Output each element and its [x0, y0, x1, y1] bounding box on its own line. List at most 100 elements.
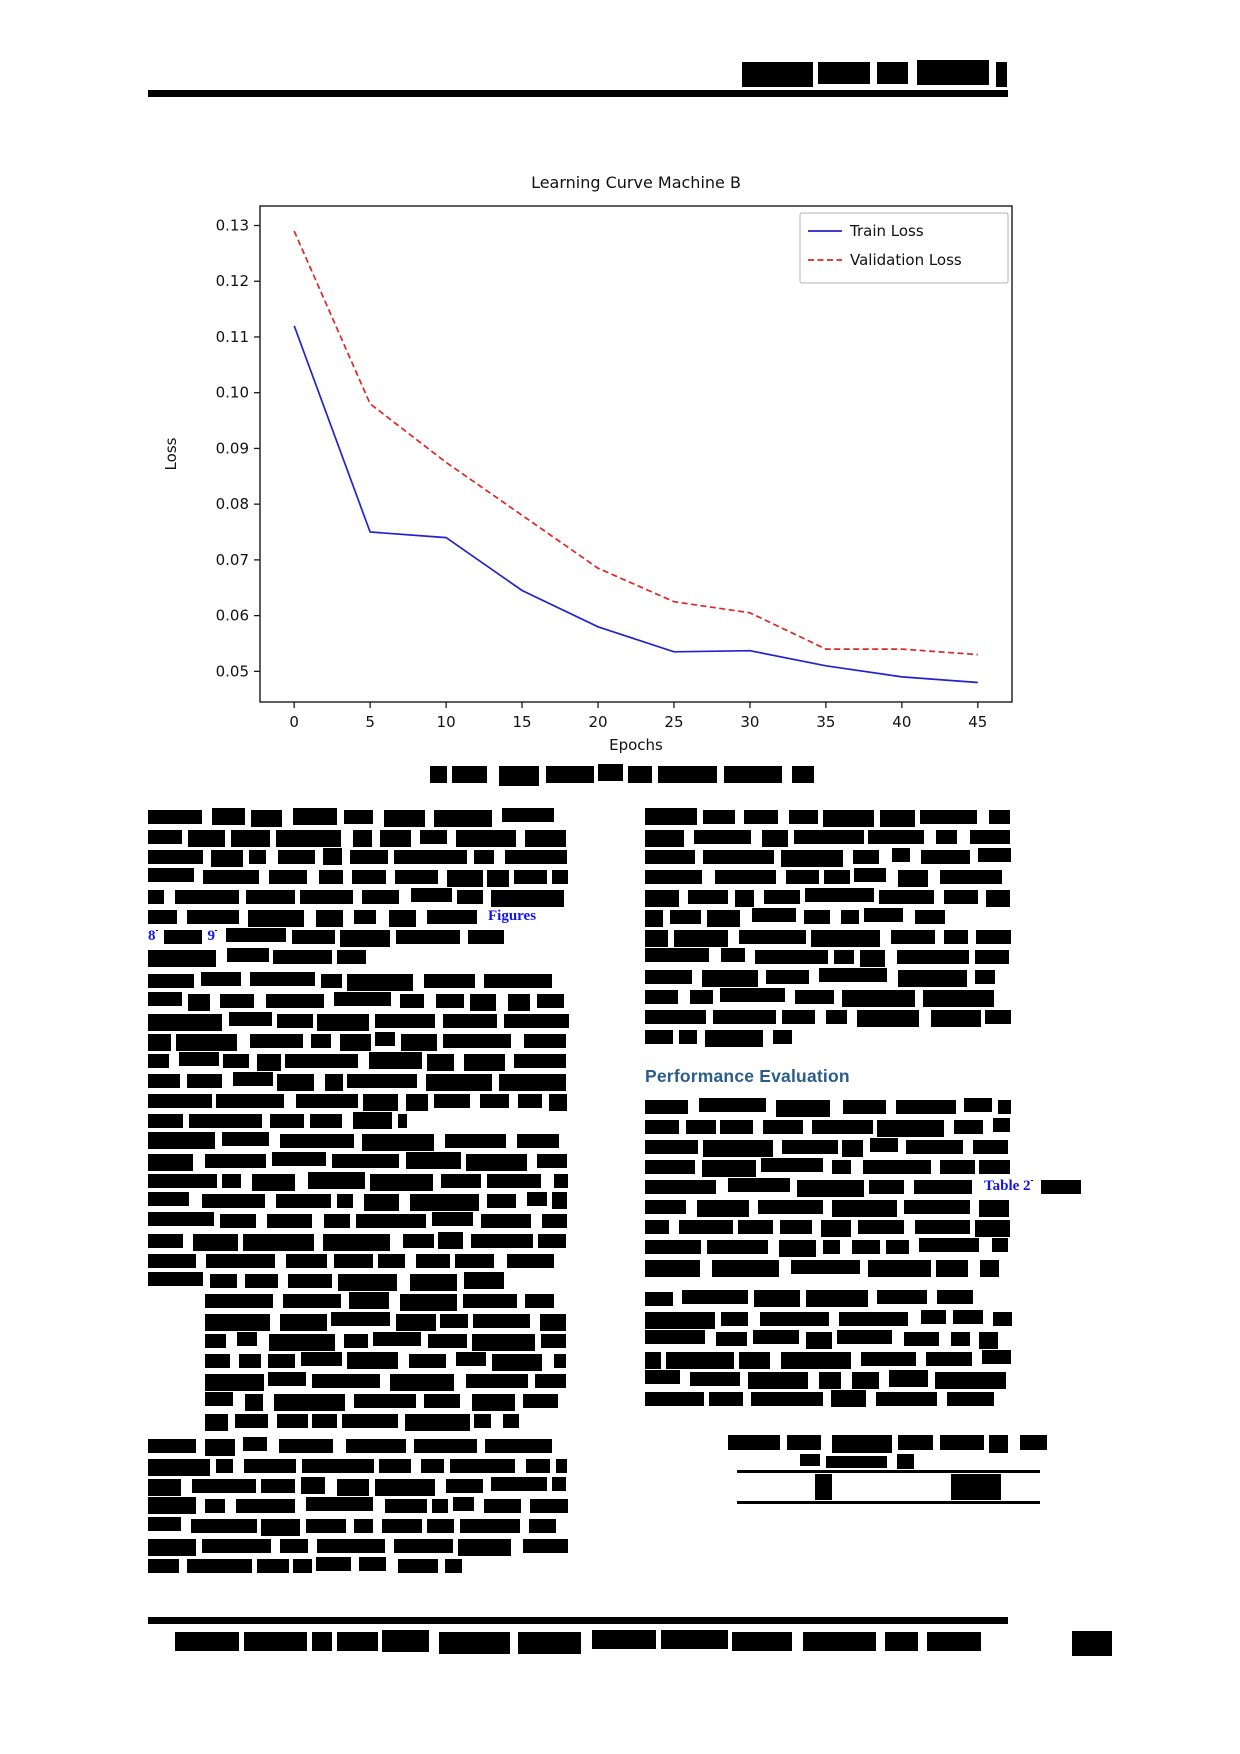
redacted-text-block — [542, 1214, 567, 1228]
redacted-text-block — [410, 1194, 479, 1211]
redacted-text-block — [541, 1334, 566, 1348]
redacted-text-block — [670, 910, 701, 924]
x-tick-label: 15 — [513, 713, 532, 731]
redacted-text-block — [468, 930, 504, 944]
redacted-text-block — [914, 1180, 972, 1194]
redacted-line — [148, 848, 567, 867]
table-rule-top — [737, 1470, 1040, 1473]
redacted-text-block — [953, 1310, 983, 1324]
redacted-text-block — [319, 870, 343, 884]
redacted-text-block — [286, 1254, 327, 1268]
redacted-text-block — [982, 1350, 1011, 1364]
redacted-line — [148, 808, 567, 827]
redacted-text-block — [645, 1160, 695, 1174]
redacted-text-block — [530, 1499, 568, 1513]
redacted-text-block — [535, 1374, 566, 1388]
redacted-line — [645, 1138, 1010, 1157]
link-table-2[interactable]: Table 2 — [984, 1178, 1031, 1194]
table-caption2-redacted — [800, 1454, 915, 1469]
redacted-line: Table 2 — [645, 1178, 1090, 1197]
redacted-line — [645, 1198, 1010, 1217]
redacted-text-block — [187, 1074, 222, 1088]
redacted-text-block — [713, 1010, 776, 1024]
x-tick-label: 30 — [740, 713, 759, 731]
redacted-text-block — [439, 1632, 510, 1654]
redacted-text-block — [267, 1214, 312, 1228]
redacted-text-block — [463, 1294, 517, 1308]
redacted-text-block — [257, 1054, 281, 1071]
redacted-text-block — [537, 1154, 567, 1168]
redacted-text-block — [702, 1160, 756, 1177]
redacted-text-block — [250, 972, 315, 986]
redacted-text-block — [947, 1392, 994, 1406]
link-figure-9[interactable]: 9 — [207, 928, 216, 944]
redacted-text-block — [645, 1330, 705, 1344]
redacted-text-block — [176, 1034, 237, 1051]
redacted-text-block — [427, 1054, 454, 1071]
redacted-text-block — [148, 1114, 183, 1128]
redacted-text-block — [954, 1120, 983, 1134]
redacted-text-block — [396, 1314, 436, 1331]
link-figures[interactable]: Figures — [488, 908, 537, 924]
redacted-text-block — [446, 1479, 483, 1493]
redacted-text-block — [231, 830, 270, 847]
redacted-line — [148, 1272, 567, 1291]
x-tick-label: 20 — [588, 713, 607, 731]
redacted-text-block — [861, 1352, 916, 1366]
redacted-text-block — [645, 1200, 686, 1214]
redacted-text-block — [148, 1439, 196, 1453]
redacted-text-block — [979, 1332, 998, 1349]
redacted-text-block — [795, 990, 834, 1004]
redacted-text-block — [312, 1414, 337, 1428]
redacted-text-block — [440, 1314, 468, 1328]
redacted-text-block — [203, 870, 259, 884]
redacted-text-block — [175, 890, 239, 904]
redacted-line — [148, 1477, 567, 1496]
redacted-text-block — [818, 62, 870, 84]
redacted-text-block — [661, 1630, 728, 1649]
redacted-text-block — [645, 1180, 716, 1194]
redacted-text-block — [492, 1354, 542, 1371]
redacted-text-block — [514, 870, 547, 884]
redacted-text-block — [205, 1294, 273, 1308]
redacted-text-block — [375, 1014, 435, 1028]
redacted-text-block — [331, 1312, 390, 1326]
redacted-text-block — [359, 1557, 386, 1571]
redacted-text-block — [527, 1192, 547, 1206]
redacted-text-block — [246, 890, 295, 904]
redacted-text-block — [148, 1174, 217, 1188]
link-figure-8[interactable]: 8 — [148, 928, 156, 944]
redacted-text-block — [293, 808, 337, 825]
redacted-text-block — [414, 1439, 477, 1453]
redacted-text-block — [832, 1435, 892, 1453]
redacted-text-block — [239, 1354, 261, 1368]
redacted-line — [645, 1218, 1010, 1237]
redacted-text-block — [645, 948, 709, 962]
redacted-text-block — [753, 1330, 799, 1344]
redacted-text-block — [276, 1194, 331, 1208]
redacted-text-block — [645, 1240, 701, 1254]
x-tick-label: 10 — [437, 713, 456, 731]
redacted-text-block — [187, 1559, 252, 1573]
x-tick-label: 45 — [968, 713, 987, 731]
redacted-line — [148, 948, 567, 967]
redacted-text-block — [205, 1392, 233, 1406]
redacted-line — [148, 828, 567, 847]
redacted-text-block — [904, 1200, 970, 1214]
redacted-text-block — [869, 1180, 904, 1194]
redacted-text-block — [806, 1332, 832, 1349]
redacted-text-block — [886, 1240, 909, 1254]
redacted-text-block — [188, 830, 225, 847]
redacted-text-block — [628, 766, 652, 783]
redacted-text-block — [879, 890, 934, 904]
redacted-text-block — [826, 1456, 887, 1468]
redacted-text-block — [257, 1559, 289, 1573]
redacted-text-block — [325, 1074, 343, 1091]
redacted-text-block — [474, 850, 494, 864]
redacted-line — [645, 1390, 1010, 1407]
redacted-text-block — [245, 1274, 278, 1288]
redacted-text-block — [540, 1314, 566, 1331]
redacted-text-block — [645, 1392, 704, 1406]
redacted-text-block — [430, 766, 447, 783]
